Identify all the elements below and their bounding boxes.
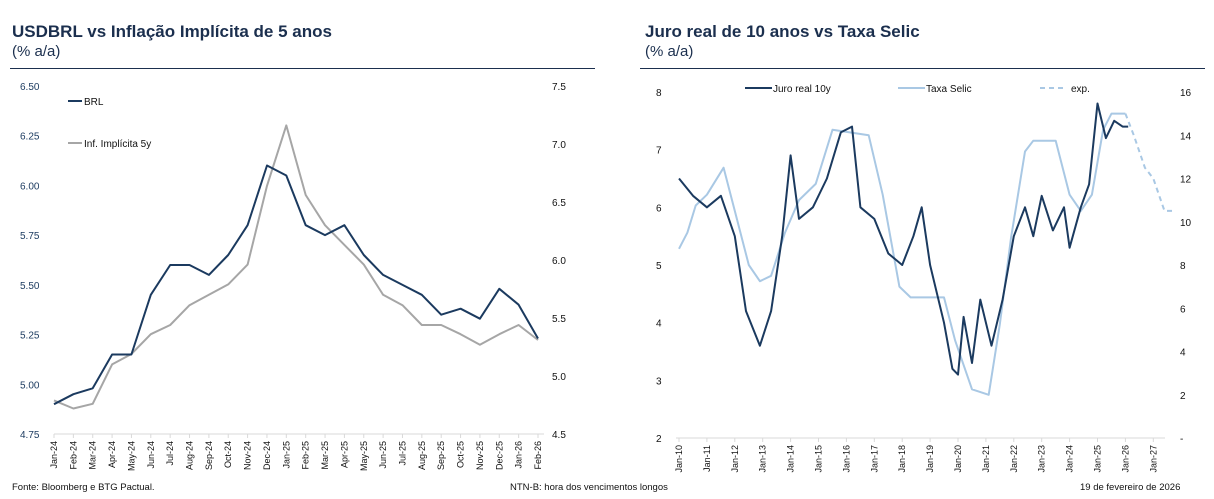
x-tick-label: Apr-25 (339, 441, 349, 468)
x-tick-label: Jan-11 (702, 445, 712, 472)
x-tick-label: Feb-24 (68, 441, 78, 470)
legend-brl-label: BRL (84, 97, 104, 108)
footer-date: 19 de fevereiro de 2026 (1080, 482, 1181, 493)
legend-selic-label: Taxa Selic (926, 84, 972, 95)
y-tick-label: 4.75 (20, 430, 40, 441)
y2-tick-label: 4 (1180, 348, 1186, 359)
x-tick-label: Jan-25 (281, 441, 291, 469)
x-tick-label: Jan-27 (1148, 445, 1158, 473)
y-tick-label: 5.75 (20, 231, 40, 242)
chart1-divider (10, 68, 595, 69)
x-tick-label: Jan-18 (897, 445, 907, 473)
x-tick-label: Jan-23 (1037, 445, 1047, 473)
y2-tick-label: 7.5 (552, 82, 566, 93)
x-tick-label: Oct-25 (456, 441, 466, 468)
y2-tick-label: 2 (1180, 391, 1186, 402)
y-tick-label: 2 (656, 434, 662, 445)
y-tick-label: 6.00 (20, 181, 40, 192)
y2-tick-label: 6.0 (552, 256, 566, 267)
x-tick-label: Jan-15 (814, 445, 824, 473)
legend-juro-label: Juro real 10y (773, 84, 831, 95)
x-tick-label: Jan-13 (758, 445, 768, 473)
chart2-subtitle: (% a/a) (645, 43, 694, 60)
y2-tick-label: 6 (1180, 304, 1186, 315)
x-tick-label: Jan-14 (786, 445, 796, 473)
x-tick-label: Nov-24 (243, 441, 253, 470)
y2-tick-label: 12 (1180, 175, 1192, 186)
x-tick-label: Aug-24 (185, 441, 195, 470)
x-tick-label: Jan-26 (1120, 445, 1130, 473)
y-tick-label: 6.25 (20, 132, 40, 143)
x-tick-label: Jan-17 (869, 445, 879, 473)
y2-tick-label: 4.5 (552, 430, 566, 441)
y-tick-label: 5.25 (20, 331, 40, 342)
footer-note: NTN-B: hora dos vencimentos longos (510, 482, 668, 493)
x-tick-label: Apr-24 (107, 441, 117, 468)
x-tick-label: Oct-24 (223, 441, 233, 468)
y2-tick-label: 6.5 (552, 198, 566, 209)
x-tick-label: Feb-25 (301, 441, 311, 470)
y-tick-label: 4 (656, 319, 662, 330)
footer-source: Fonte: Bloomberg e BTG Pactual. (12, 482, 155, 493)
y2-tick-label: 8 (1180, 261, 1186, 272)
x-tick-label: Dec-24 (262, 441, 272, 470)
x-tick-label: Jul-25 (397, 441, 407, 466)
x-tick-label: Jun-24 (146, 441, 156, 469)
y-tick-label: 6 (656, 203, 662, 214)
x-tick-label: Feb-26 (533, 441, 543, 470)
series-brl-line (53, 164, 539, 406)
x-tick-label: Jan-24 (49, 441, 59, 469)
x-tick-label: Mar-24 (88, 441, 98, 470)
x-tick-label: Jan-22 (1009, 445, 1019, 473)
series-inf-implicita-line (53, 124, 539, 410)
series-exp-line (1124, 113, 1176, 212)
x-tick-label: Jan-25 (1093, 445, 1103, 473)
x-tick-label: May-24 (126, 441, 136, 471)
y2-tick-label: 5.5 (552, 314, 566, 325)
x-tick-label: Aug-25 (417, 441, 427, 470)
x-tick-label: Jun-25 (378, 441, 388, 469)
series-selic-line (678, 112, 1126, 396)
legend-inf-label: Inf. Implícita 5y (84, 139, 151, 150)
y-tick-label: 6.50 (20, 82, 40, 93)
x-tick-label: Nov-25 (475, 441, 485, 470)
x-tick-label: Jan-12 (730, 445, 740, 473)
y2-tick-label: 7.0 (552, 140, 566, 151)
x-tick-label: Mar-25 (320, 441, 330, 470)
chart2-divider (640, 68, 1205, 69)
x-tick-label: Jan-21 (981, 445, 991, 473)
y2-tick-label: - (1180, 434, 1183, 445)
y-tick-label: 5.00 (20, 380, 40, 391)
x-tick-label: Jan-20 (953, 445, 963, 473)
y-tick-label: 7 (656, 146, 662, 157)
legend-exp-label: exp. (1071, 84, 1090, 95)
x-tick-label: Jan-16 (841, 445, 851, 473)
y2-tick-label: 10 (1180, 218, 1192, 229)
x-tick-label: Jul-24 (165, 441, 175, 466)
x-tick-label: Sep-25 (436, 441, 446, 470)
chart1-title: USDBRL vs Inflação Implícita de 5 anos (12, 22, 332, 41)
x-tick-label: Jan-24 (1065, 445, 1075, 473)
y2-tick-label: 5.0 (552, 372, 566, 383)
x-tick-label: Jan-26 (514, 441, 524, 469)
x-tick-label: Jan-10 (674, 445, 684, 473)
y-tick-label: 8 (656, 88, 662, 99)
chart2-title: Juro real de 10 anos vs Taxa Selic (645, 22, 920, 41)
y-tick-label: 3 (656, 376, 662, 387)
y2-tick-label: 14 (1180, 131, 1192, 142)
series-juro-real-line (678, 102, 1129, 376)
x-tick-label: Dec-25 (494, 441, 504, 470)
x-tick-label: May-25 (359, 441, 369, 471)
x-tick-label: Jan-19 (925, 445, 935, 473)
x-tick-label: Sep-24 (204, 441, 214, 470)
y-tick-label: 5.50 (20, 281, 40, 292)
y2-tick-label: 16 (1180, 88, 1192, 99)
chart1-subtitle: (% a/a) (12, 43, 61, 60)
y-tick-label: 5 (656, 261, 662, 272)
